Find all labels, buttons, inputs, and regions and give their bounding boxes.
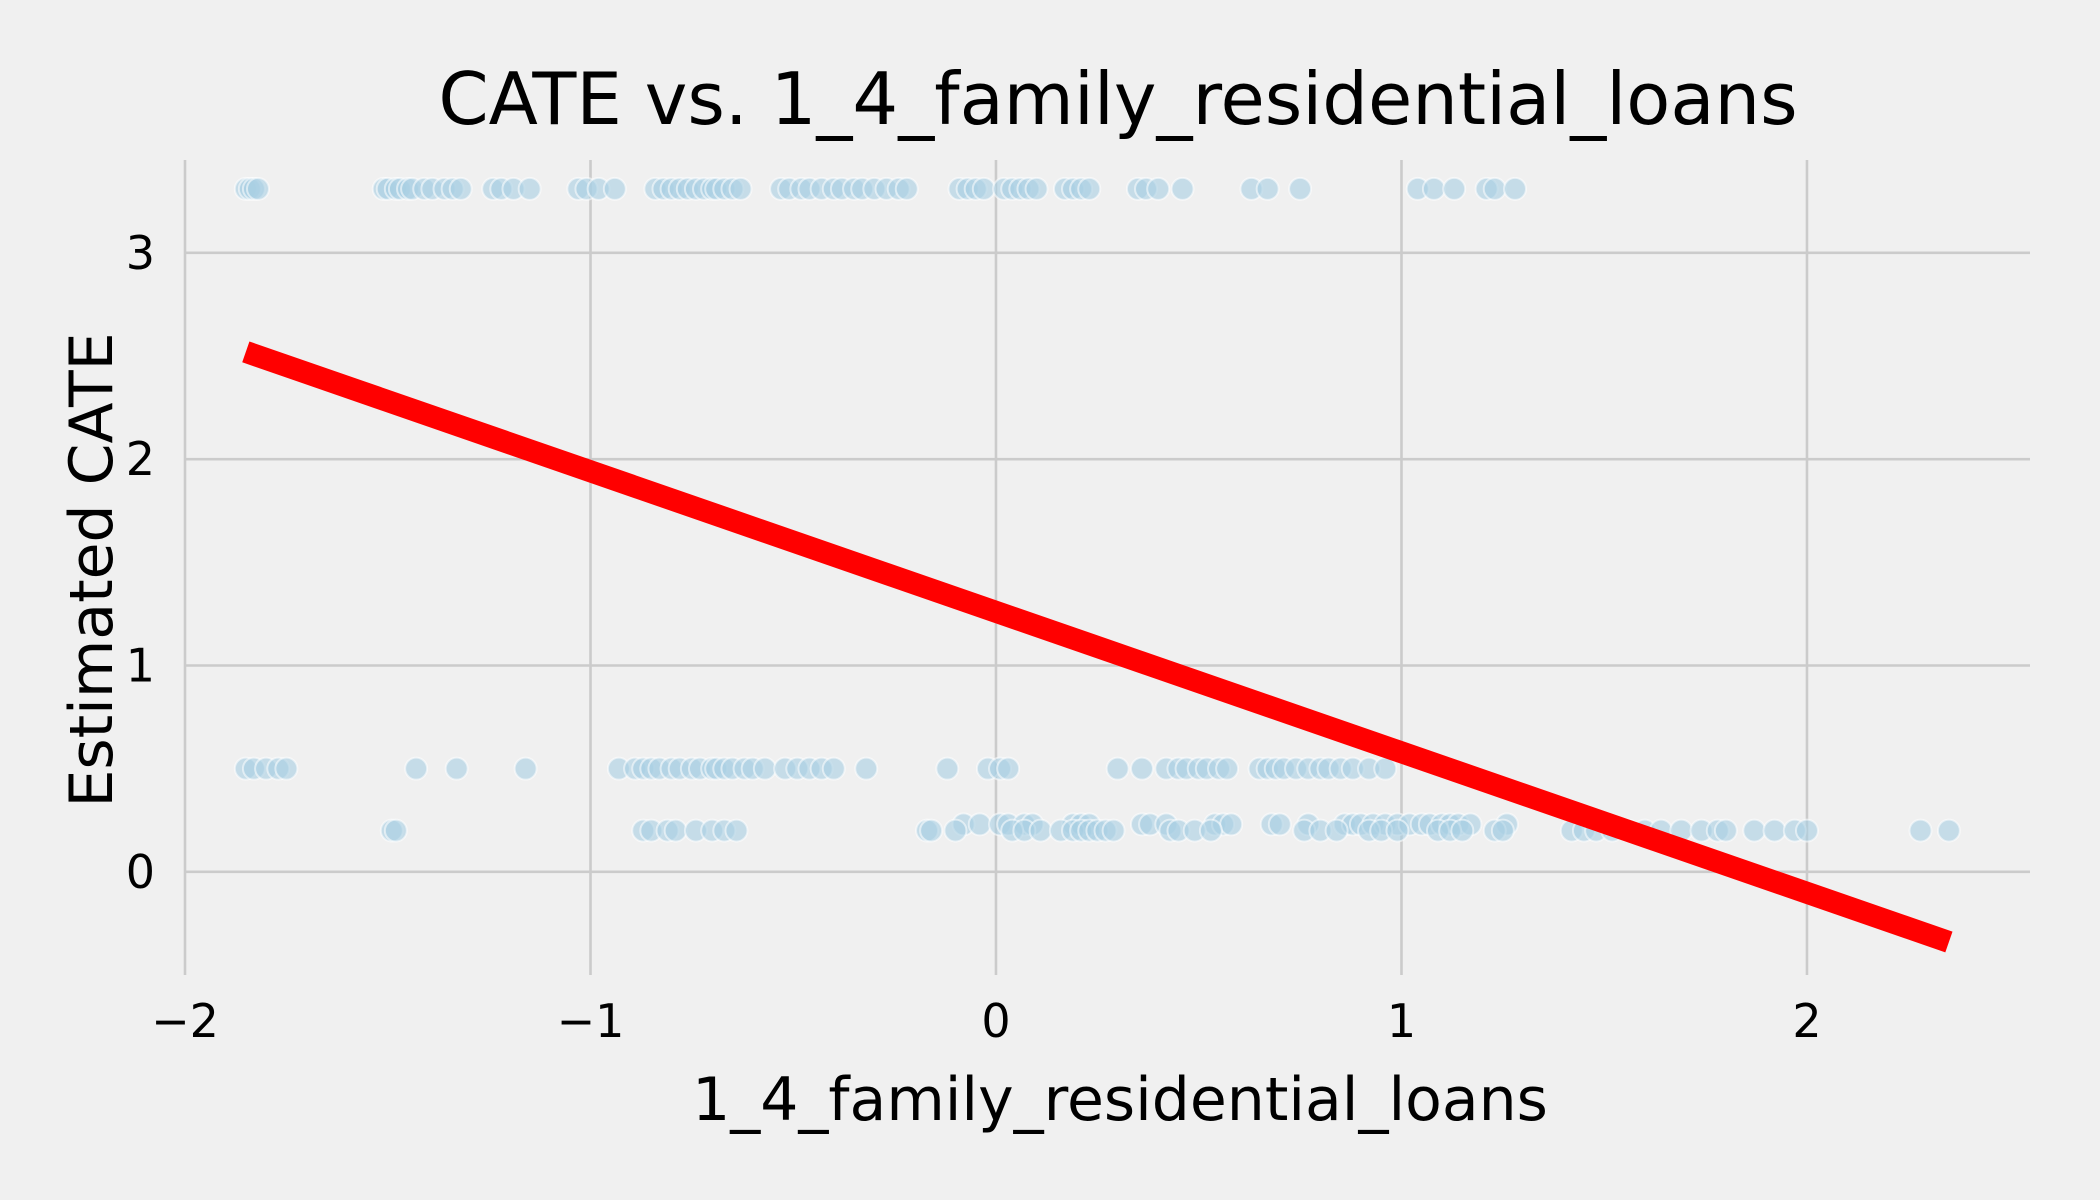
regression-line [242,341,1953,953]
data-point [1170,176,1195,201]
data-point [1324,818,1349,843]
x-gridlines [183,160,1809,975]
data-point [821,756,846,781]
data-point [1503,176,1528,201]
data-point [728,176,753,201]
data-point [967,812,992,837]
data-point [894,176,919,201]
data-point [1267,812,1292,837]
data-point [724,818,749,843]
data-point [1421,176,1446,201]
data-point [1101,818,1126,843]
data-point [1024,176,1049,201]
chart-title: CATE vs. 1_4_family_residential_loans [438,57,1797,141]
x-tick-labels: −2 −1 0 1 2 [151,994,1822,1048]
data-point [383,818,408,843]
data-point [854,756,879,781]
data-point [517,176,542,201]
data-point [1450,818,1475,843]
data-point [1762,818,1787,843]
data-point [1385,818,1410,843]
data-point [444,756,469,781]
x-tick-label: 0 [981,994,1010,1048]
y-tick-label: 2 [126,432,155,486]
data-point [245,176,270,201]
x-tick-label: 1 [1387,994,1416,1048]
data-points [233,176,1961,843]
data-point [602,176,627,201]
y-tick-label: 0 [126,845,155,899]
data-point [1742,818,1767,843]
x-tick-label: −2 [151,994,219,1048]
data-point [513,756,538,781]
data-point [1482,176,1507,201]
data-point [1936,818,1961,843]
data-point [1028,818,1053,843]
x-tick-label: 2 [1792,994,1821,1048]
data-point [943,818,968,843]
x-axis-label: 1_4_family_residential_loans [692,1065,1548,1135]
data-point [1077,176,1102,201]
data-point [1105,756,1130,781]
data-point [448,176,473,201]
data-point [1794,818,1819,843]
data-point [1219,812,1244,837]
y-tick-labels: 0 1 2 3 [126,226,155,899]
data-point [919,818,944,843]
data-point [1198,818,1223,843]
data-point [1490,818,1515,843]
data-point [1908,818,1933,843]
data-point [971,176,996,201]
data-point [404,756,429,781]
data-point [1255,176,1280,201]
y-tick-label: 1 [126,639,155,693]
data-point [752,756,777,781]
data-point [1215,756,1240,781]
data-point [996,756,1021,781]
data-point [1442,176,1467,201]
data-point [1288,176,1313,201]
data-point [935,756,960,781]
data-point [1146,176,1171,201]
data-point [274,756,299,781]
x-tick-label: −1 [557,994,625,1048]
data-point [1129,756,1154,781]
data-point [1713,818,1738,843]
y-tick-label: 3 [126,226,155,280]
data-point [663,818,688,843]
y-axis-label: Estimated CATE [57,332,127,807]
